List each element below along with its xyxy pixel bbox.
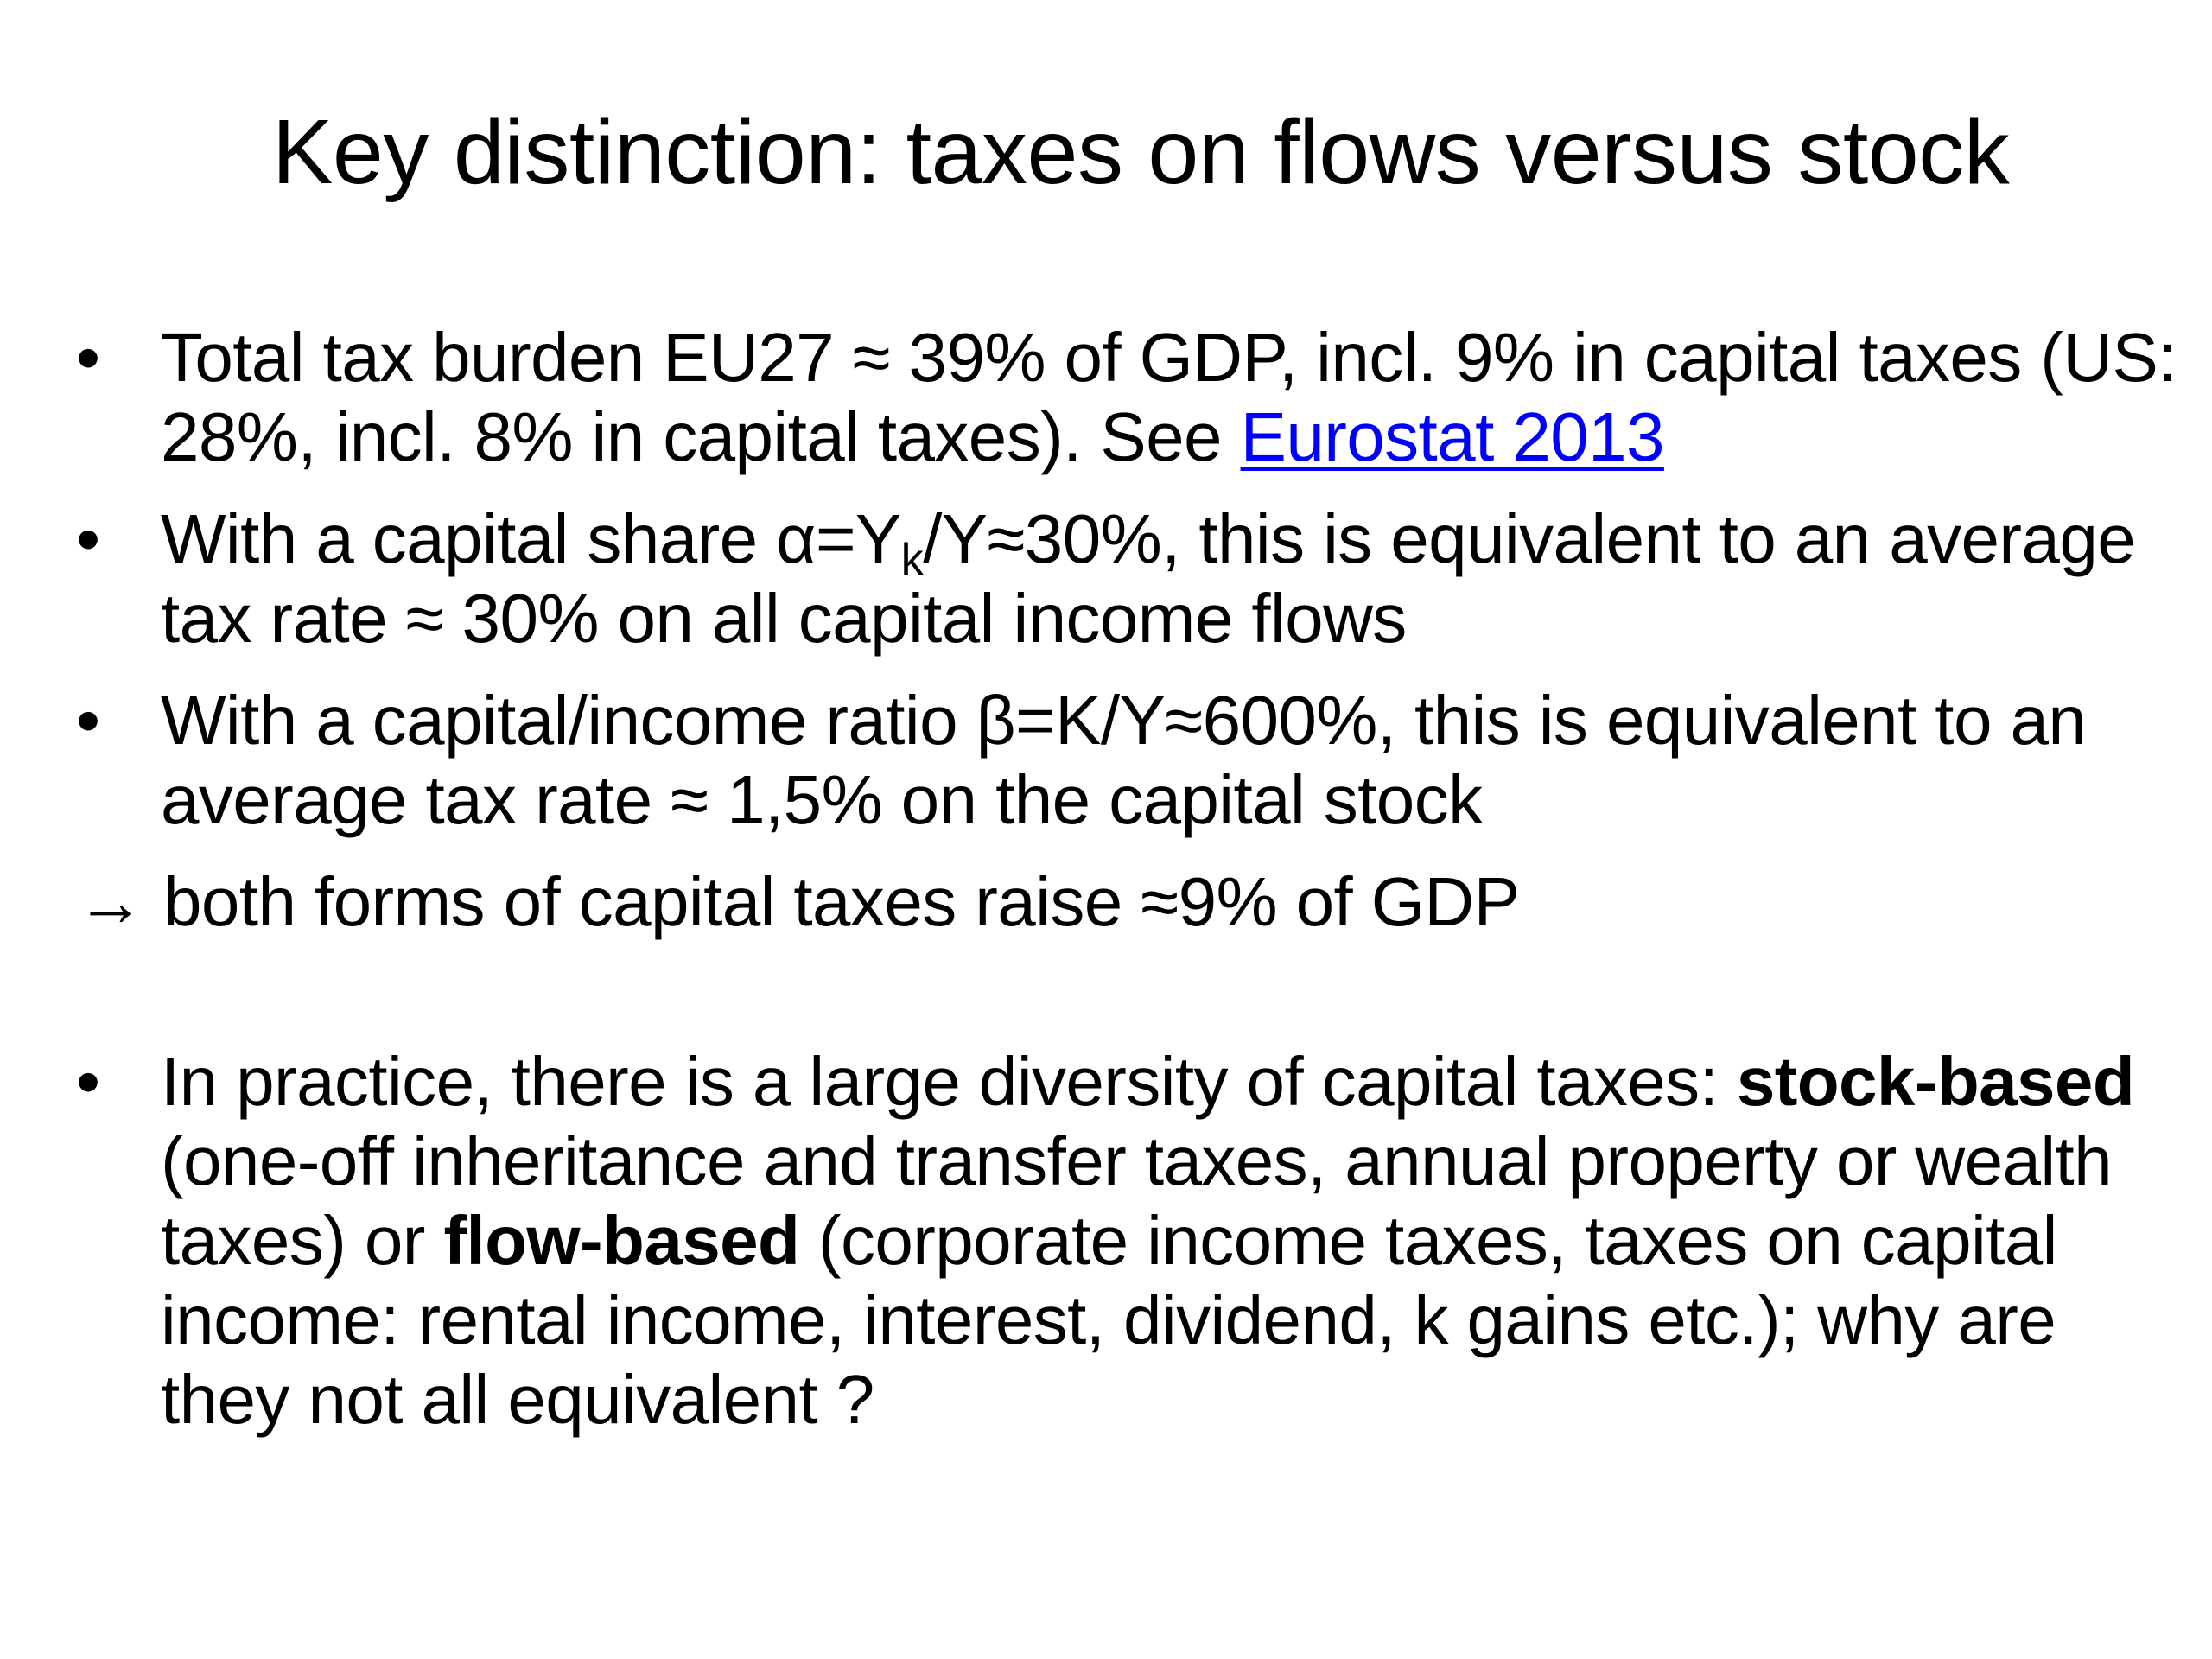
bullet-tax-burden: • Total tax burden EU27 ≈ 39% of GDP, in… [76,318,2184,477]
bullet-tax-burden-text: Total tax burden EU27 ≈ 39% of GDP, incl… [161,319,2177,475]
spacer [76,942,2184,1042]
capital-share-text-b: /Y≈30%, this is equivalent to an average… [161,500,2136,657]
slide-body: • Total tax burden EU27 ≈ 39% of GDP, in… [76,318,2184,1462]
bullet-marker: • [76,319,100,396]
capital-share-subscript: k [900,535,924,585]
eurostat-link[interactable]: Eurostat 2013 [1240,398,1665,475]
bullet-practice: • In practice, there is a large diversit… [76,1042,2184,1440]
bullet-marker: • [76,682,100,759]
bullet-marker: • [76,1043,100,1120]
practice-text-2: (one-off inheritance and transfer taxes,… [161,1122,2113,1279]
bullet-text: Total tax burden EU27 ≈ 39% of GDP, incl… [161,318,2184,477]
bullet-capital-income-ratio: • With a capital/income ratio β=K/Y≈600%… [76,681,2184,840]
stock-based-bold: stock-based [1736,1043,2135,1120]
bullet-text: With a capital share α=Yk/Y≈30%, this is… [161,499,2184,658]
bullet-text: With a capital/income ratio β=K/Y≈600%, … [161,682,2087,838]
capital-share-text-a: With a capital share α=Y [161,500,901,577]
conclusion-arrow-line: → both forms of capital taxes raise ≈9% … [76,863,1520,940]
bullet-capital-share: • With a capital share α=Yk/Y≈30%, this … [76,499,2184,658]
practice-text-1: In practice, there is a large diversity … [161,1043,1737,1120]
bullet-marker: • [76,500,100,577]
practice-text-3: (corporate income taxes, taxes on capita… [161,1202,2057,1438]
bullet-text: In practice, there is a large diversity … [161,1042,2184,1440]
slide-title: Key distinction: taxes on flows versus s… [271,101,2010,203]
flow-based-bold: flow-based [443,1202,800,1279]
